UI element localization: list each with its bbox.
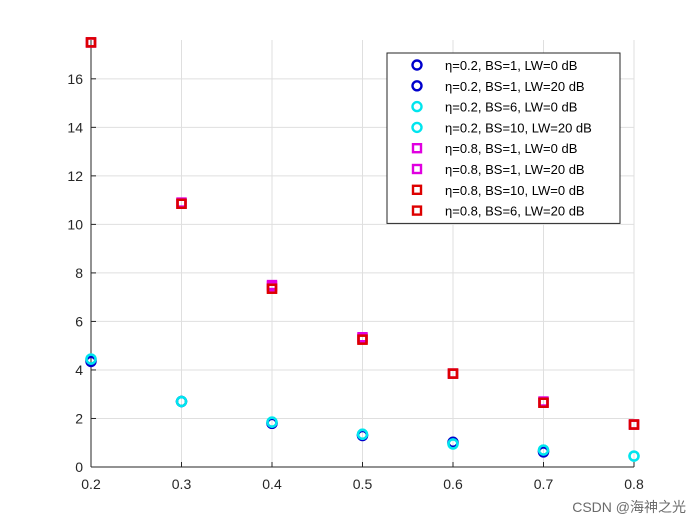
tick-labels: 0.2 0.3 0.4 0.5 0.6 0.7 0.8 0 2 4 6 8 10 12 14 16 xyxy=(67,71,644,492)
data-point xyxy=(356,428,369,440)
y-tick-label: 2 xyxy=(75,410,83,426)
y-tick-label: 14 xyxy=(67,119,83,135)
x-tick-label: 0.8 xyxy=(624,476,644,492)
data-point xyxy=(628,450,640,462)
legend-entry: η=0.2, BS=10, LW=20 dB xyxy=(445,120,592,135)
legend-box xyxy=(386,52,621,224)
legend-entry: η=0.8, BS=1, LW=0 dB xyxy=(445,141,577,156)
legend-entry: η=0.2, BS=1, LW=0 dB xyxy=(445,58,577,73)
legend-entry: η=0.8, BS=1, LW=20 dB xyxy=(445,162,585,177)
legend-marker xyxy=(411,80,423,92)
x-tick-label: 0.2 xyxy=(81,476,101,492)
legend-marker xyxy=(411,205,423,216)
y-tick-label: 10 xyxy=(67,216,83,232)
data-point xyxy=(628,419,640,430)
data-point xyxy=(175,395,188,408)
data-point xyxy=(85,37,97,48)
legend-entry: η=0.2, BS=6, LW=0 dB xyxy=(445,100,577,115)
y-tick-label: 12 xyxy=(67,168,83,184)
y-tick-label: 16 xyxy=(67,71,83,87)
y-tick-label: 8 xyxy=(75,265,83,281)
x-tick-label: 0.3 xyxy=(172,476,192,492)
legend-marker xyxy=(411,121,423,134)
x-tick-label: 0.4 xyxy=(262,476,282,492)
data-point xyxy=(357,334,368,345)
x-tick-label: 0.6 xyxy=(443,476,463,492)
legend-marker xyxy=(411,100,423,113)
legend-entry: η=0.8, BS=10, LW=0 dB xyxy=(445,183,585,198)
data-point xyxy=(538,397,549,408)
legend-marker xyxy=(411,59,423,71)
data-point xyxy=(447,368,459,379)
data-point xyxy=(537,444,550,456)
legend-entry: η=0.8, BS=6, LW=20 dB xyxy=(445,204,585,219)
y-tick-label: 6 xyxy=(75,313,83,329)
data-point xyxy=(266,416,278,428)
y-tick-label: 4 xyxy=(75,362,83,378)
x-tick-label: 0.7 xyxy=(534,476,554,492)
data-points xyxy=(85,37,640,462)
legend-entry: η=0.2, BS=1, LW=20 dB xyxy=(445,79,585,94)
data-point xyxy=(176,198,187,209)
data-point xyxy=(447,438,459,450)
legend-marker xyxy=(411,142,423,154)
axes xyxy=(90,40,635,468)
data-point xyxy=(266,283,278,294)
y-tick-label: 0 xyxy=(75,459,83,475)
watermark: CSDN @海神之光 xyxy=(572,499,686,515)
x-tick-label: 0.5 xyxy=(353,476,373,492)
legend-marker xyxy=(411,184,423,196)
data-point xyxy=(85,353,97,365)
legend: η=0.2, BS=1, LW=0 dB η=0.2, BS=1, LW=20 d… xyxy=(386,52,621,224)
legend-marker xyxy=(411,163,423,175)
